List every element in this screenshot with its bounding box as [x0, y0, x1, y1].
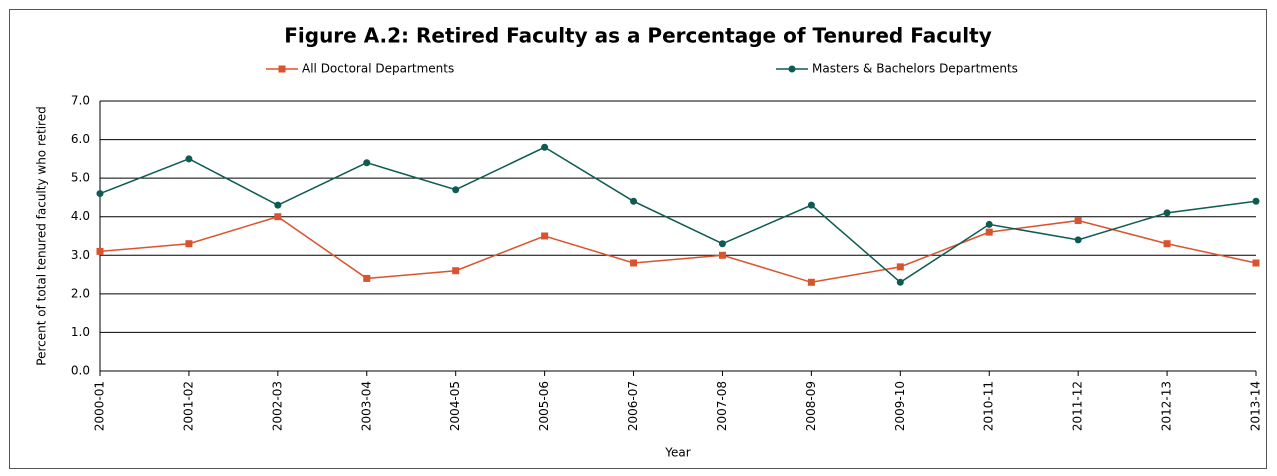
- y-tick-label: 3.0: [71, 248, 90, 262]
- point: [630, 197, 638, 205]
- x-tick-label: 2008-09: [804, 381, 818, 431]
- point: [363, 159, 371, 167]
- legend-label: Masters & Bachelors Departments: [812, 62, 1018, 76]
- point: [630, 259, 638, 267]
- point: [985, 228, 993, 236]
- point: [896, 263, 904, 271]
- legend-marker: [278, 65, 286, 73]
- point: [718, 240, 726, 248]
- point: [896, 278, 904, 286]
- point: [1252, 259, 1260, 267]
- point: [1252, 197, 1260, 205]
- x-tick-label: 2003-04: [359, 381, 373, 431]
- y-tick-label: 6.0: [71, 132, 90, 146]
- y-tick-label: 4.0: [71, 209, 90, 223]
- legend-label: All Doctoral Departments: [302, 62, 454, 76]
- chart-title: Figure A.2: Retired Faculty as a Percent…: [284, 24, 992, 48]
- y-tick-label: 1.0: [71, 325, 90, 339]
- x-tick-label: 2007-08: [715, 381, 729, 431]
- point: [274, 213, 282, 221]
- x-tick-label: 2004-05: [448, 381, 462, 431]
- point: [807, 201, 815, 209]
- y-tick-label: 5.0: [71, 171, 90, 185]
- point: [363, 274, 371, 282]
- point: [1074, 236, 1082, 244]
- frame: [9, 9, 1267, 469]
- point: [807, 278, 815, 286]
- y-axis-label: Percent of total tenured faculty who ret…: [35, 106, 49, 365]
- point: [96, 247, 104, 255]
- point: [452, 267, 460, 275]
- x-tick-label: 2001-02: [181, 381, 195, 431]
- x-tick-label: 2005-06: [537, 381, 551, 431]
- x-tick-label: 2011-12: [1071, 381, 1085, 431]
- x-tick-label: 2006-07: [626, 381, 640, 431]
- x-tick-label: 2002-03: [270, 381, 284, 431]
- y-tick-label: 2.0: [71, 286, 90, 300]
- point: [1163, 240, 1171, 248]
- point: [541, 232, 549, 240]
- x-tick-label: 2010-11: [982, 381, 996, 431]
- point: [185, 155, 193, 163]
- legend-marker: [788, 65, 796, 73]
- x-tick-label: 2012-13: [1160, 381, 1174, 431]
- point: [452, 186, 460, 194]
- point: [96, 190, 104, 198]
- point: [985, 220, 993, 228]
- point: [541, 143, 549, 151]
- x-axis-label: Year: [664, 446, 690, 460]
- point: [1163, 209, 1171, 217]
- point: [1074, 217, 1082, 225]
- point: [718, 251, 726, 259]
- point: [185, 240, 193, 248]
- point: [274, 201, 282, 209]
- x-tick-label: 2013-14: [1249, 381, 1263, 431]
- y-tick-label: 0.0: [71, 364, 90, 378]
- series-line: [99, 146, 1257, 284]
- series-line: [99, 215, 1257, 284]
- x-tick-label: 2009-10: [893, 381, 907, 431]
- x-tick-label: 2000-01: [93, 381, 107, 431]
- y-tick-label: 7.0: [71, 94, 90, 108]
